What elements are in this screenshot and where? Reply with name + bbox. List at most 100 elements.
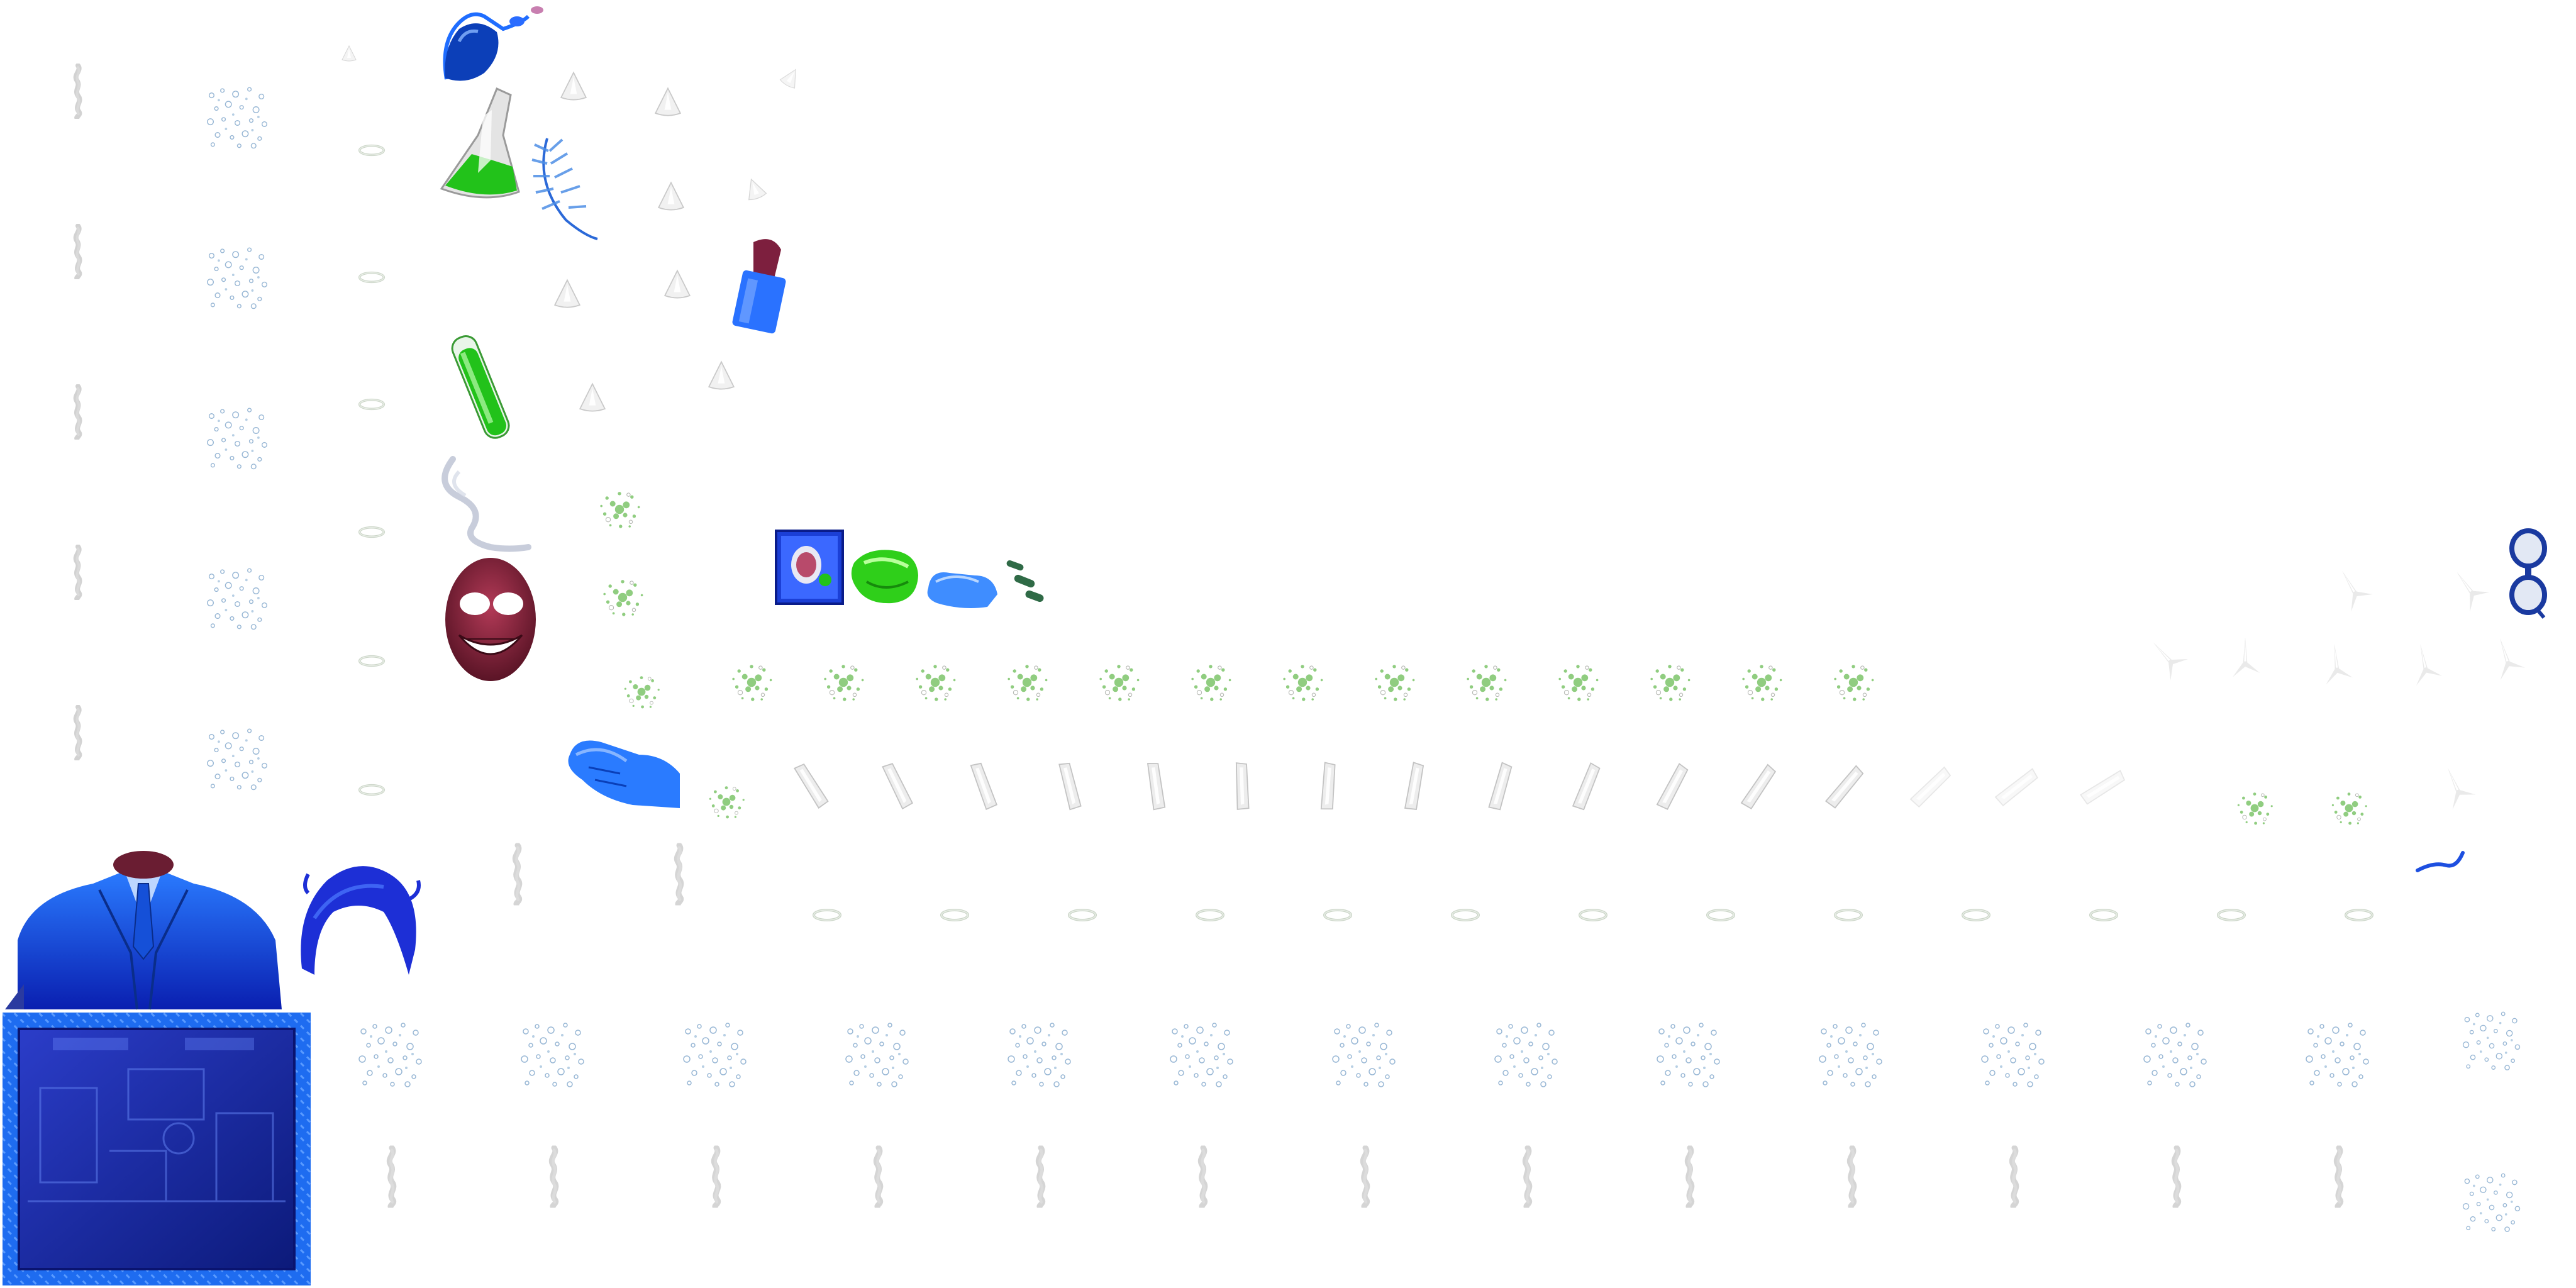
glass-cone-frame [738,172,770,204]
green-splash-frame [1550,654,1606,711]
ring-frame [357,143,386,157]
ring-frame [1705,908,1736,923]
conical-flask-sprite [434,85,528,201]
glass-shard-frame [1563,756,1607,817]
bubbles-frame [1167,1019,1237,1088]
ring-frame [2216,908,2247,923]
glass-shard-frame [1648,756,1696,816]
smoke-frame [1679,1141,1701,1212]
glass-shard-frame [963,756,1002,817]
glass-cone-frame [550,277,584,311]
blue-glove-sprite [564,730,683,811]
green-splash-frame [1641,654,1698,711]
bubbles-frame [1978,1019,2048,1088]
smoke-frame [68,220,88,283]
ring-frame [2343,908,2375,923]
bubbles-frame [680,1019,750,1088]
smoke-frame [1192,1141,1214,1212]
ring-frame [357,654,386,668]
glass-cone-frame [651,85,685,119]
bubbles-frame [1653,1019,1724,1088]
round-flask-sprite [434,4,543,86]
green-splash-frame [815,654,872,711]
glass-shard-frame [1052,756,1085,816]
ring-frame [1322,908,1353,923]
ring-frame [357,783,386,797]
bubbles-frame [1491,1019,1562,1088]
smoke-frame [1030,1141,1052,1212]
bubbles-frame [204,82,270,151]
bubbles-frame [2460,1005,2523,1074]
smoke-frame [705,1141,728,1212]
ring-frame [1450,908,1481,923]
smoke-frame [68,701,88,764]
ring-frame [2088,908,2119,923]
blue-streak-sprite [2415,849,2465,874]
ring-frame [1960,908,1992,923]
scientist-body-sprite [5,846,288,1010]
ring-frame [1577,908,1609,923]
glint-frame [2229,635,2261,679]
bubbles-frame [204,402,270,472]
smoke-frame [380,1141,403,1212]
glint-frame [2484,631,2528,683]
bubbles-frame [204,563,270,632]
green-splash-frame [723,654,780,711]
smoke-frame [68,60,88,123]
ring-frame [1833,908,1864,923]
glass-shard-frame [1140,757,1169,815]
green-splash-frame [1458,654,1514,711]
green-splash-frame [907,654,963,711]
smoke-frame [506,840,529,909]
green-splash-frame [1274,654,1331,711]
goggles-sprite [2506,528,2550,619]
glint-frame [2433,760,2479,813]
green-splash-frame [2324,783,2374,833]
bubbles-frame [1816,1019,1886,1088]
glass-cone-frame [557,69,591,103]
smoke-frame [2328,1141,2350,1212]
smoke-frame [68,541,88,604]
green-splash-frame [2229,783,2280,833]
scientist-face-sprite [440,553,541,686]
green-splash-frame [616,667,667,717]
laboratory-frame-sprite [3,1013,311,1285]
glass-cone-frame [654,179,688,213]
glass-cone-frame [775,62,806,92]
smoke-wisp-sprite [434,447,535,553]
ring-frame [357,270,386,284]
smoke-frame [1841,1141,1863,1212]
bubbles-frame [842,1019,913,1088]
glass-shard-frame [1817,758,1872,815]
smoke-frame [68,380,88,443]
glass-cone-frame [575,380,609,414]
bubbles-frame [2302,1019,2373,1088]
bubbles-frame [1004,1019,1075,1088]
glint-frame [2140,630,2193,684]
glint-frame [2443,561,2494,615]
glint-frame [2318,640,2354,687]
bubbles-frame [204,242,270,311]
green-slime-sprite [848,544,922,607]
glass-shard-frame [1902,759,1959,814]
bubbles-frame [2460,1167,2523,1236]
bubbles-frame [204,723,270,792]
green-splash-frame [1091,654,1147,711]
glass-shard-frame [1480,756,1519,817]
green-splash-frame [1825,654,1882,711]
smoke-frame [543,1141,565,1212]
blue-glove-sprite [924,563,1000,613]
glass-shard-frame [1230,758,1252,814]
bubbles-frame [2140,1019,2211,1088]
green-splash-frame [1733,654,1790,711]
green-splash-frame [999,654,1055,711]
ring-frame [939,908,970,923]
smoke-frame [668,840,691,909]
glass-cone-frame [660,267,694,301]
green-splash-frame [701,777,752,827]
bubbles-frame [518,1019,588,1088]
smoke-frame [2003,1141,2026,1212]
glass-shard-frame [1396,756,1430,816]
slime-drip-sprite [1000,558,1057,609]
green-splash-frame [1366,654,1423,711]
